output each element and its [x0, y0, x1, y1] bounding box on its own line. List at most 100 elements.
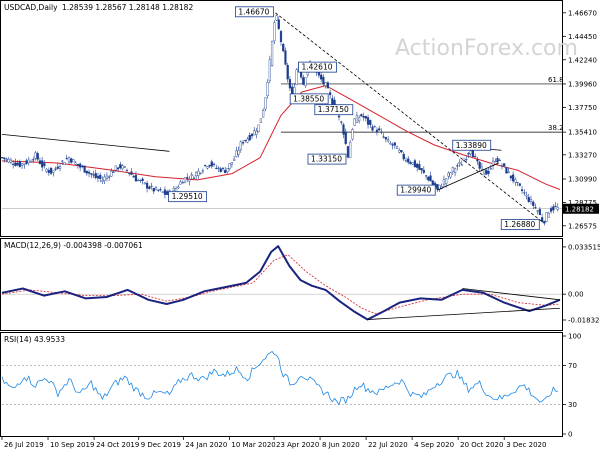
candle-body: [79, 163, 82, 168]
candle-body: [259, 118, 263, 123]
candle-body: [270, 40, 274, 66]
candle-body: [128, 172, 131, 174]
candle-body: [487, 170, 490, 174]
candle-body: [204, 164, 207, 166]
candles: [0, 14, 559, 226]
candle-body: [549, 208, 553, 212]
candle-body: [331, 98, 334, 106]
candle-body: [431, 180, 434, 185]
candle-body: [543, 220, 546, 224]
x-tick-label: 20 Oct 2020: [460, 441, 503, 449]
candle-body: [81, 165, 84, 168]
candle-body: [161, 191, 164, 193]
candle-body: [324, 82, 327, 86]
candle-body: [103, 176, 106, 181]
candle-body: [230, 162, 233, 165]
macd-trendline: [367, 307, 561, 320]
candle-body: [56, 166, 59, 169]
macd-signal-line: [1, 254, 561, 315]
price-y-tick-label: 1.28775: [568, 199, 597, 207]
candle-body: [545, 212, 548, 222]
candle-body: [5, 158, 8, 160]
candle-body: [3, 157, 6, 160]
candle-body: [416, 163, 419, 168]
candle-body: [398, 149, 401, 153]
candle-body: [54, 168, 57, 170]
candle-body: [125, 170, 129, 172]
candle-body: [112, 171, 115, 173]
x-tick-label: 23 Apr 2020: [276, 441, 319, 449]
candle-body: [239, 141, 242, 150]
price-y-tick-label: 1.44450: [568, 33, 597, 41]
macd-pane-frame: [0, 238, 563, 331]
candle-body: [424, 175, 428, 177]
candle-body: [130, 171, 133, 175]
candle-body: [154, 187, 158, 190]
price-y-tick-label: 1.46670: [568, 9, 597, 17]
candle-body: [157, 189, 160, 191]
candle-body: [250, 133, 254, 137]
candle-body: [371, 126, 374, 131]
candle-body: [50, 167, 53, 174]
macd-line: [1, 245, 561, 321]
candle-body: [409, 161, 412, 164]
candle-body: [465, 159, 468, 161]
candle-body: [208, 164, 211, 167]
candle-body: [485, 169, 488, 175]
candle-body: [23, 163, 26, 165]
fib-level-label: 61.8: [548, 76, 564, 84]
candle-body: [186, 177, 189, 179]
candle-body: [45, 169, 48, 172]
x-tick-label: 9 Dec 2019: [141, 441, 181, 449]
candle-body: [391, 144, 394, 146]
macd-y-tick-label: 0.00: [568, 291, 584, 299]
candle-body: [369, 120, 372, 125]
rsi-line: [1, 350, 558, 406]
candle-body: [16, 162, 19, 166]
candle-body: [197, 170, 200, 176]
candle-body: [518, 183, 521, 186]
candle-body: [121, 165, 124, 169]
candle-body: [389, 142, 392, 145]
candle-body: [181, 182, 184, 184]
candle-body: [451, 167, 454, 173]
candle-body: [172, 187, 175, 192]
candle-body: [458, 162, 461, 164]
candle-body: [52, 170, 55, 173]
candle-body: [373, 126, 376, 128]
candle-body: [516, 181, 519, 183]
candle-body: [70, 158, 73, 163]
candle-body: [217, 167, 220, 169]
candle-body: [237, 150, 240, 155]
candle-body: [255, 130, 258, 135]
candle-body: [114, 165, 117, 171]
candle-body: [34, 152, 37, 159]
candle-body: [36, 153, 39, 160]
price-annotation-box: [289, 93, 329, 105]
candle-body: [188, 179, 191, 182]
candle-body: [212, 163, 216, 165]
x-tick-label: 22 Jul 2020: [368, 441, 408, 449]
candle-body: [503, 163, 506, 166]
candle-body: [447, 172, 450, 177]
candle-body: [137, 179, 140, 181]
price-annotation-box: [314, 104, 354, 116]
candle-body: [286, 65, 289, 80]
candle-body: [9, 159, 13, 163]
candle-body: [235, 150, 238, 157]
price-pane-ohlc: 1.28539 1.28567 1.28148 1.28182: [62, 3, 193, 12]
candle-body: [364, 115, 367, 119]
candle-body: [257, 124, 260, 133]
candle-body: [67, 157, 71, 163]
candle-body: [83, 165, 86, 173]
candle-body: [14, 162, 17, 167]
last-price-label: 1.28182: [565, 205, 594, 213]
candle-body: [507, 171, 510, 173]
candle-body: [92, 174, 95, 176]
candle-body: [349, 142, 352, 158]
candle-body: [378, 128, 381, 131]
candle-body: [449, 172, 452, 178]
x-tick-label: 3 Dec 2020: [506, 441, 546, 449]
candle-body: [476, 159, 479, 162]
